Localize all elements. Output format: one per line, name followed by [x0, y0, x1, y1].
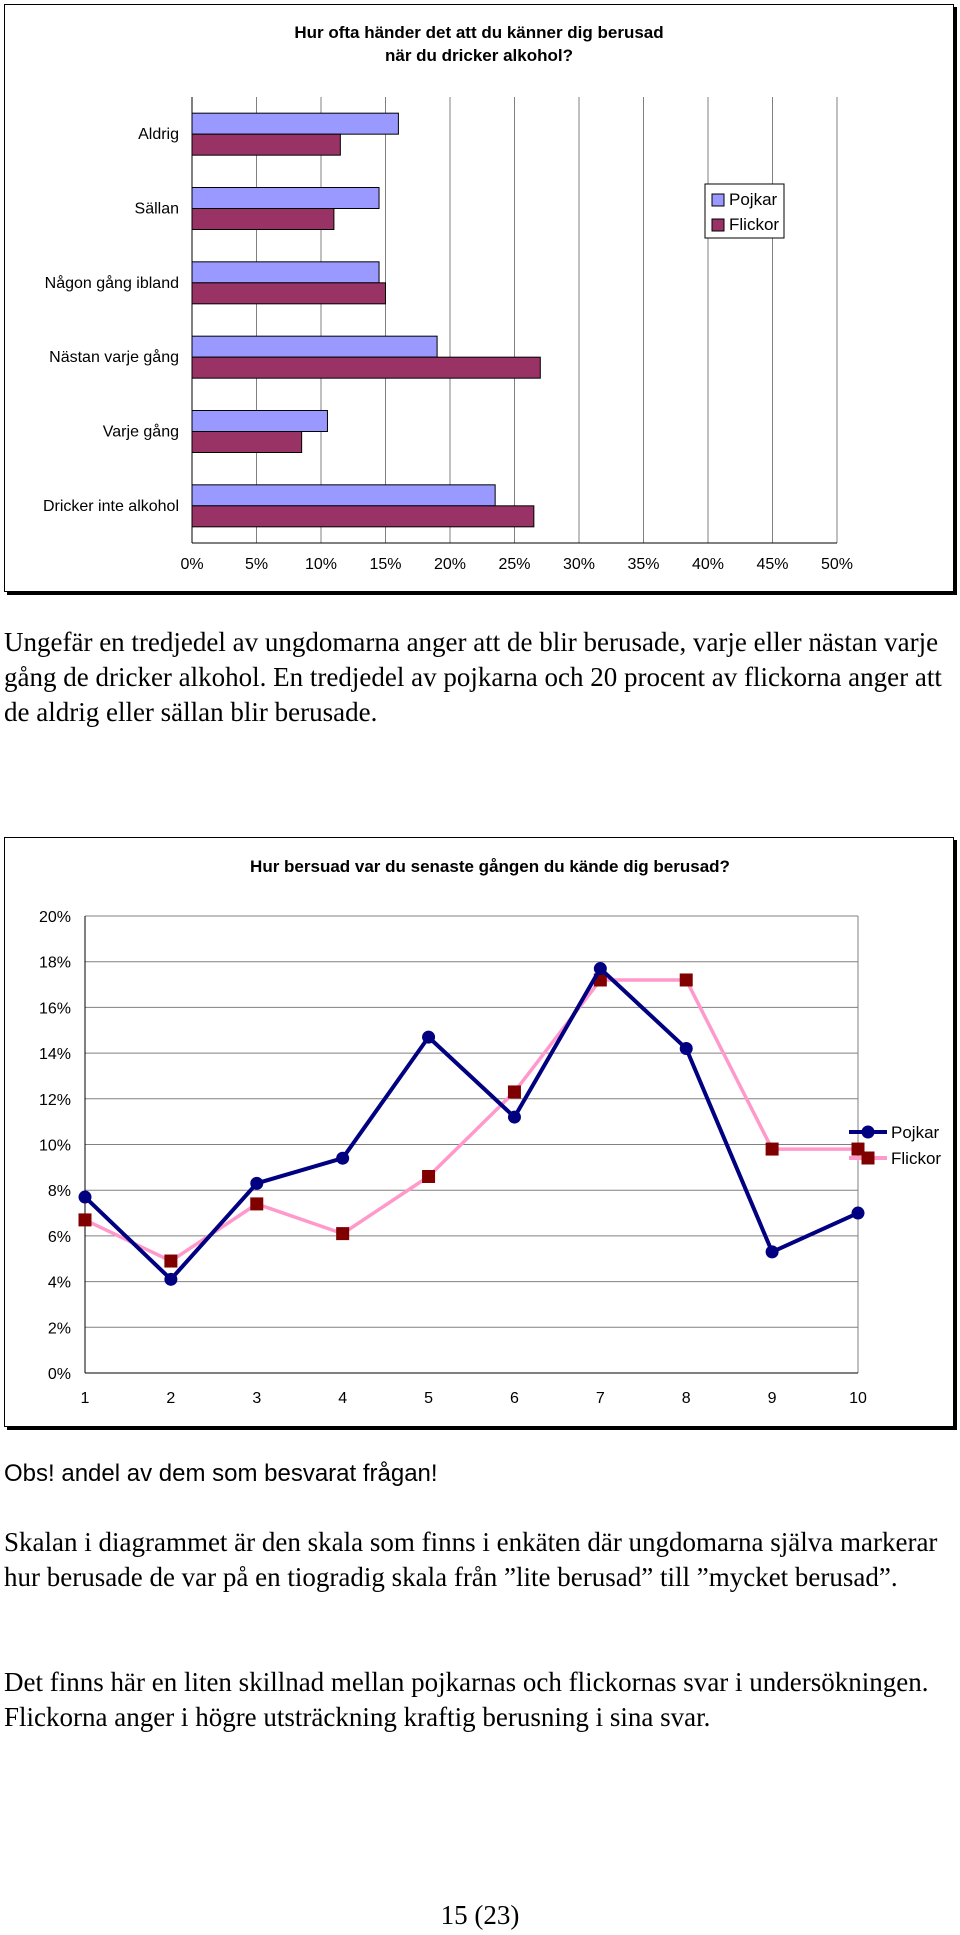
chart1-category-label: Någon gång ibland — [45, 274, 179, 292]
chart2-point-pojkar — [679, 1042, 693, 1056]
chart1-bar-flickor — [191, 431, 303, 453]
chart2-y-tick-label: 14% — [39, 1046, 71, 1063]
chart2-title: Hur bersuad var du senaste gången du kän… — [250, 857, 730, 876]
chart2-legend: Pojkar Flickor — [849, 1123, 941, 1168]
chart2-y-tick-label: 18% — [39, 955, 71, 972]
chart1-x-tick-label: 10% — [305, 556, 337, 573]
chart2-point-flickor — [164, 1254, 178, 1268]
chart1-x-tick-label: 25% — [498, 556, 530, 573]
chart2-legend-marker — [861, 1151, 875, 1165]
chart1-category-label: Dricker inte alkohol — [43, 498, 179, 515]
bar-chart: Hur ofta händer det att du känner dig be… — [43, 23, 853, 573]
chart1-bar-pojkar — [191, 187, 380, 209]
chart1-category-label: Aldrig — [138, 126, 179, 143]
chart2-x-tick-label: 1 — [81, 1390, 90, 1407]
chart2-point-pojkar — [78, 1190, 92, 1204]
chart2-y-tick-label: 10% — [39, 1138, 71, 1155]
chart2-y-tick-label: 2% — [48, 1320, 71, 1337]
chart1-title-line: när du dricker alkohol? — [385, 46, 573, 65]
chart1-bar-pojkar — [191, 112, 399, 135]
chart2-point-flickor — [336, 1227, 350, 1241]
chart2-point-flickor — [851, 1142, 865, 1156]
chart2-y-tick-label: 8% — [48, 1183, 71, 1200]
chart1-x-tick-label: 40% — [692, 556, 724, 573]
chart2-point-pojkar — [250, 1176, 264, 1190]
chart2-x-tick-label: 8 — [682, 1390, 691, 1407]
chart1-category-label: Nästan varje gång — [49, 348, 179, 366]
chart2-x-tick-label: 3 — [252, 1390, 261, 1407]
chart1-x-tick-label: 45% — [756, 556, 788, 573]
chart1-x-tick-label: 35% — [627, 556, 659, 573]
chart1-x-tick-label: 50% — [821, 556, 853, 573]
chart2-point-flickor — [78, 1213, 92, 1227]
chart1-bar-flickor — [191, 356, 541, 379]
chart1-category-label: Sällan — [135, 201, 179, 218]
page-number: 15 (23) — [440, 1900, 520, 1930]
chart2-point-pojkar — [765, 1245, 779, 1259]
chart1-category-label: Varje gång — [103, 423, 179, 441]
bar-chart-frame: Hur ofta händer det att du känner dig be… — [4, 4, 954, 592]
chart2-line-pojkar — [83, 966, 859, 1282]
chart1-bar-pojkar — [191, 410, 328, 432]
chart2-y-tick-label: 4% — [48, 1275, 71, 1292]
chart2-legend-label: Pojkar — [891, 1123, 940, 1142]
chart2-point-pojkar — [422, 1030, 436, 1044]
chart2-point-pojkar — [164, 1272, 178, 1286]
chart1-x-tick-label: 5% — [245, 556, 268, 573]
chart2-point-pojkar — [593, 962, 607, 976]
chart1-bar-flickor — [191, 282, 386, 305]
chart1-legend-swatch — [711, 218, 725, 232]
chart2-y-tick-label: 16% — [39, 1000, 71, 1017]
chart1-x-tick-label: 0% — [180, 556, 203, 573]
chart1-x-tick-label: 20% — [434, 556, 466, 573]
chart2-point-flickor — [765, 1142, 779, 1156]
chart2-y-tick-label: 20% — [39, 909, 71, 926]
chart1-bar-flickor — [191, 208, 335, 230]
chart2-x-tick-label: 9 — [768, 1390, 777, 1407]
chart2-x-tick-label: 5 — [424, 1390, 433, 1407]
chart2-point-flickor — [679, 973, 693, 987]
chart2-legend-marker — [861, 1125, 875, 1139]
chart1-bar-pojkar — [191, 484, 496, 507]
chart2-y-tick-label: 0% — [48, 1366, 71, 1383]
chart1-x-tick-label: 30% — [563, 556, 595, 573]
note-text: Obs! andel av dem som besvarat frågan! — [4, 1460, 438, 1487]
line-chart-frame: Hur bersuad var du senaste gången du kän… — [4, 837, 954, 1427]
paragraph-3: Det finns här en liten skillnad mellan p… — [4, 1667, 929, 1732]
chart1-legend: Pojkar Flickor — [704, 183, 785, 239]
paragraph-2: Skalan i diagrammet är den skala som fin… — [4, 1527, 938, 1592]
line-chart: Hur bersuad var du senaste gången du kän… — [39, 857, 941, 1407]
chart2-y-tick-label: 12% — [39, 1092, 71, 1109]
chart2-x-tick-label: 10 — [849, 1390, 867, 1407]
chart2-point-flickor — [250, 1197, 264, 1211]
chart1-title-line: Hur ofta händer det att du känner dig be… — [294, 23, 663, 42]
chart2-x-tick-label: 6 — [510, 1390, 519, 1407]
chart1-bar-flickor — [191, 133, 341, 156]
chart2-point-pojkar — [336, 1151, 350, 1165]
chart2-point-pojkar — [851, 1206, 865, 1220]
chart1-bar-flickor — [191, 505, 535, 528]
chart2-point-flickor — [507, 1085, 521, 1099]
chart2-y-tick-label: 6% — [48, 1229, 71, 1246]
chart1-legend-label: Flickor — [729, 215, 779, 234]
chart1-legend-swatch — [711, 193, 725, 207]
chart2-x-tick-label: 4 — [338, 1390, 347, 1407]
chart1-x-tick-label: 15% — [369, 556, 401, 573]
chart2-point-pojkar — [507, 1110, 521, 1124]
paragraph-1: Ungefär en tredjedel av ungdomarna anger… — [4, 627, 942, 727]
chart2-x-tick-label: 7 — [596, 1390, 605, 1407]
chart1-bar-pojkar — [191, 335, 438, 358]
chart2-x-tick-label: 2 — [166, 1390, 175, 1407]
chart2-line-flickor — [84, 978, 858, 1263]
chart1-bar-pojkar — [191, 261, 380, 284]
chart2-point-flickor — [422, 1169, 436, 1183]
chart2-legend-label: Flickor — [891, 1149, 941, 1168]
chart1-legend-label: Pojkar — [729, 190, 778, 209]
